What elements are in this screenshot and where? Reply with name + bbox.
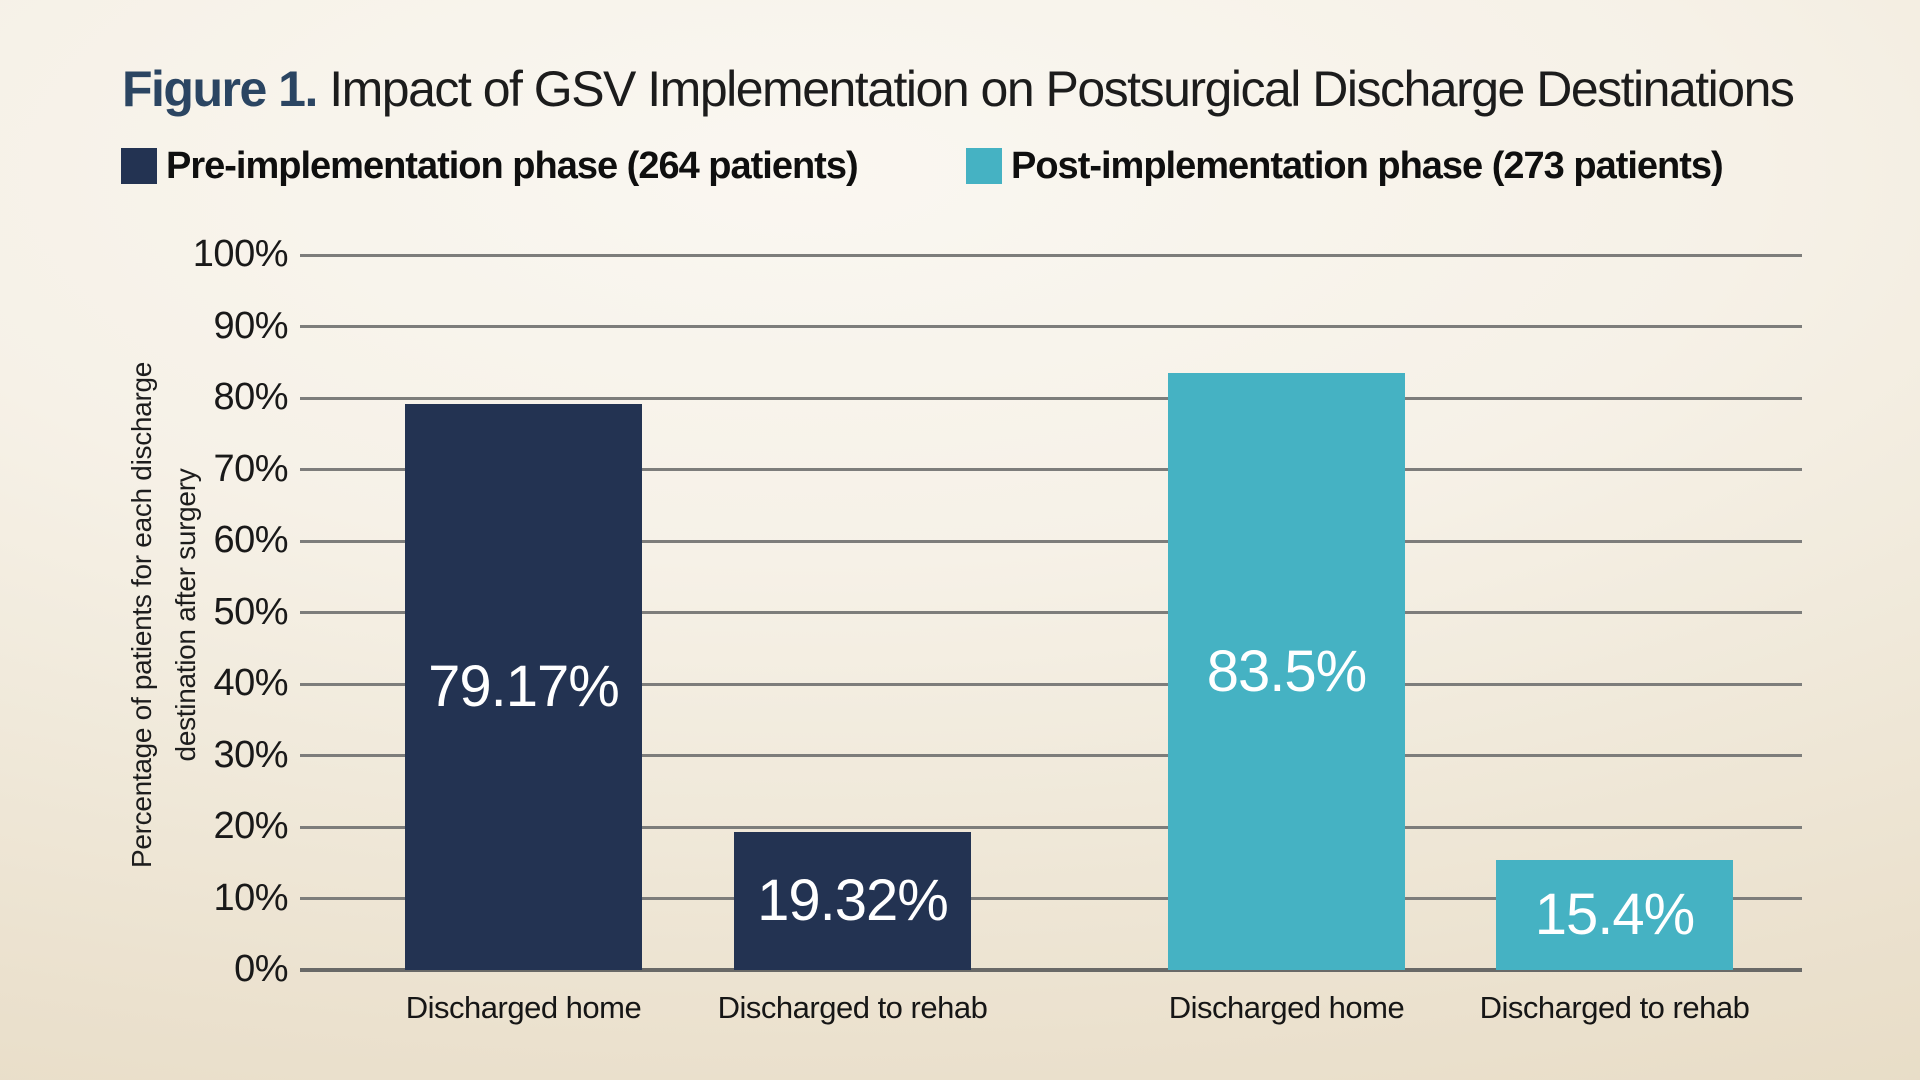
legend-swatch-post bbox=[966, 148, 1002, 184]
y-tick-label-60: 60% bbox=[213, 519, 288, 561]
gridline-20 bbox=[300, 825, 1802, 829]
x-category-label: Discharged to rehab bbox=[717, 990, 988, 1025]
x-axis-line bbox=[300, 968, 1802, 972]
figure-title-text: Impact of GSV Implementation on Postsurg… bbox=[316, 61, 1795, 117]
bar-value-label: 19.32% bbox=[757, 868, 949, 934]
x-category-label: Discharged home bbox=[405, 990, 642, 1025]
y-tick-label-50: 50% bbox=[213, 590, 288, 633]
bar-value-label: 15.4% bbox=[1534, 882, 1695, 948]
bar-pre-discharged-home: 79.17% bbox=[405, 403, 642, 970]
gridline-40 bbox=[300, 682, 1802, 686]
chart-legend: Pre-implementation phase (264 patients) … bbox=[121, 144, 1821, 188]
y-tick-label-80: 80% bbox=[213, 376, 288, 418]
gridline-10 bbox=[300, 897, 1802, 900]
gridline-50 bbox=[300, 611, 1802, 614]
y-tick-label-0: 0% bbox=[234, 948, 288, 990]
legend-label-post: Post-implementation phase (273 patients) bbox=[1011, 144, 1724, 187]
bar-value-label: 83.5% bbox=[1206, 638, 1367, 704]
bar-pre-discharged-to-rehab: 19.32% bbox=[734, 831, 971, 970]
x-category-label: Discharged home bbox=[1168, 990, 1405, 1025]
bar-post-discharged-to-rehab: 15.4% bbox=[1496, 859, 1733, 970]
figure-number-label: Figure 1. bbox=[122, 61, 318, 117]
y-tick-label-30: 30% bbox=[213, 733, 288, 776]
y-tick-label-10: 10% bbox=[213, 876, 288, 919]
gridline-80 bbox=[300, 396, 1802, 400]
y-tick-label-40: 40% bbox=[213, 662, 288, 704]
y-tick-label-20: 20% bbox=[213, 805, 288, 847]
y-tick-label-70: 70% bbox=[213, 447, 288, 490]
legend-label-pre: Pre-implementation phase (264 patients) bbox=[166, 144, 859, 187]
figure-title: Figure 1. Impact of GSV Implementation o… bbox=[122, 60, 1795, 118]
x-category-label: Discharged to rehab bbox=[1479, 990, 1750, 1025]
gridline-90 bbox=[300, 325, 1802, 328]
legend-item-post-implementation: Post-implementation phase (273 patients) bbox=[966, 144, 1724, 188]
y-axis-title-line1: Percentage of patients for each discharg… bbox=[126, 361, 157, 869]
bar-value-label: 79.17% bbox=[428, 654, 620, 720]
gridline-60 bbox=[300, 539, 1802, 543]
legend-swatch-pre bbox=[121, 148, 157, 184]
gridline-100 bbox=[300, 253, 1802, 257]
gridline-30 bbox=[300, 754, 1802, 757]
legend-item-pre-implementation: Pre-implementation phase (264 patients) bbox=[121, 144, 859, 188]
y-tick-label-90: 90% bbox=[213, 304, 288, 347]
gridline-70 bbox=[300, 468, 1802, 471]
y-tick-label-100: 100% bbox=[192, 233, 289, 275]
bar-post-discharged-home: 83.5% bbox=[1168, 372, 1405, 970]
